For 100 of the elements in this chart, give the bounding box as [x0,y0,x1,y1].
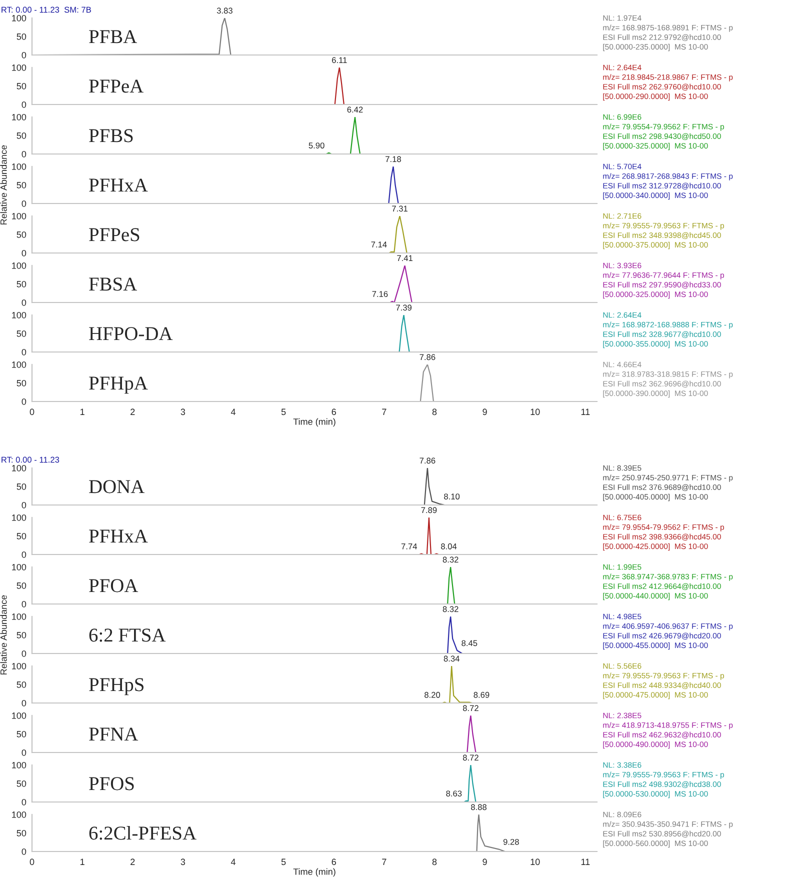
y-tick-label: 50 [16,330,26,337]
text: PFHpA [89,376,148,394]
x-tick-label: 2 [130,408,135,415]
y-tick-label: 0 [22,150,26,158]
y-tick-label: 0 [22,398,26,405]
y-tick-label: 0 [22,52,26,58]
chart-subtitle: RT: 0.00 - 11.23 [2,456,60,463]
y-tick-label: 100 [12,64,26,71]
x-tick-label: 5 [281,408,286,416]
y-tick-label: 50 [16,231,26,238]
annotation: 8.63 [446,790,462,796]
x-axis-title: Time (min) [293,418,336,427]
annotation: 7.14 [371,242,387,248]
chart-title: PFNA [89,728,138,741]
chart-title: FBSA [89,278,137,291]
y-tick-label: 0 [22,798,26,806]
annotation: 7.18 [386,156,401,162]
x-tick-label: 4 [230,408,236,415]
x-axis-title: Time (min) [293,868,336,877]
x-tick-label: 8 [432,858,437,866]
y-tick-label: 100 [12,114,26,120]
annotation: 7.74 [401,544,418,550]
x-tick-label: 6 [332,408,336,416]
y-tick-label: 50 [16,532,26,540]
x-tick-label: 2 [130,858,135,865]
chart-title: PFPeA [89,80,144,93]
y-tick-label: 0 [22,250,26,256]
y-tick-label: 50 [16,681,26,688]
annotation: 6.42 [347,106,363,113]
y-tick-label: 0 [22,200,26,207]
y-tick-label: 50 [16,780,26,787]
x-tick-label: 10 [530,408,540,416]
chart-title: DONA [89,480,145,494]
y-tick-label: 0 [22,700,26,706]
x-tick-label: 10 [530,858,540,866]
annotation: 8.10 [444,494,460,500]
chart-title: PFOA [89,579,138,592]
y-tick-label: 100 [12,163,26,170]
y-tick-label: 100 [12,762,26,768]
y-tick-label: 100 [12,312,26,318]
x-tick-label: 9 [482,408,487,416]
y-axis-title: Relative Abundance [0,145,7,224]
y-axis-title: Relative Abundance [0,595,7,674]
x-tick-label: 5 [281,858,286,866]
y-tick-label: 100 [12,564,26,570]
x-tick-label: 6 [332,858,336,866]
y-tick-label: 100 [12,613,26,620]
annotation: 9.28 [503,838,519,845]
y-tick-label: 100 [12,14,26,22]
y-tick-label: 50 [16,730,26,738]
y-tick-label: 50 [16,483,26,490]
y-tick-label: 100 [12,361,26,368]
y-tick-label: 100 [12,262,26,269]
x-tick-label: 7 [382,408,386,415]
text: PFHpS [89,678,144,696]
y-tick-label: 0 [22,348,26,356]
annotation: 7.39 [396,304,412,311]
annotation: 8.72 [462,754,478,761]
x-tick-label: 11 [581,408,590,415]
y-tick-label: 100 [12,662,26,670]
annotation: 8.88 [471,804,487,810]
chart-title: PFBS [89,129,133,142]
chart-title: PFBA [89,30,137,44]
chart-title: 6:2 FTSA [89,628,166,642]
annotation: 8.04 [441,543,457,550]
y-tick-label: 0 [22,502,26,508]
annotation: 8.69 [474,692,490,698]
x-tick-label: 3 [180,408,186,416]
x-tick-label: 9 [482,858,487,866]
x-tick-label: 1 [80,408,84,415]
chart-title: 6:2Cl-PFESA [89,826,196,840]
y-tick-label: 50 [16,632,26,638]
x-tick-label: 0 [30,408,34,416]
y-tick-label: 0 [22,551,26,558]
chart-title: PFPeS [89,228,140,242]
y-tick-label: 100 [12,514,26,521]
annotation: 3.83 [216,8,232,14]
y-tick-label: 0 [22,600,26,608]
y-tick-label: 0 [22,650,26,657]
x-tick-label: 4 [230,858,236,865]
y-tick-label: 50 [16,132,26,139]
annotation: 6.11 [332,57,347,64]
y-tick-label: 50 [16,380,26,386]
chart-title: HFPO-DA [89,327,173,340]
annotation: 8.20 [424,692,440,698]
y-tick-label: 50 [16,182,26,188]
annotation: 7.41 [397,255,413,261]
x-tick-label: 7 [382,858,386,865]
x-tick-label: 1 [80,858,84,865]
chart-title: PFHxA [89,530,148,543]
y-tick-label: 100 [12,712,26,719]
y-tick-label: 100 [12,212,26,220]
y-tick-label: 0 [22,749,26,756]
annotation: 8.45 [462,640,478,646]
annotation: 5.90 [308,142,324,148]
y-tick-label: 50 [16,582,26,589]
x-tick-label: 0 [30,858,34,866]
annotation: 8.32 [442,606,458,612]
y-tick-label: 50 [16,33,26,40]
y-tick-label: 100 [12,464,26,472]
